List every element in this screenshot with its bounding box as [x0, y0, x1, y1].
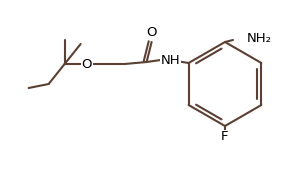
Text: F: F [221, 130, 229, 143]
Text: NH: NH [161, 53, 181, 67]
Text: NH₂: NH₂ [247, 32, 272, 44]
Text: O: O [81, 57, 92, 70]
Text: O: O [146, 26, 157, 40]
